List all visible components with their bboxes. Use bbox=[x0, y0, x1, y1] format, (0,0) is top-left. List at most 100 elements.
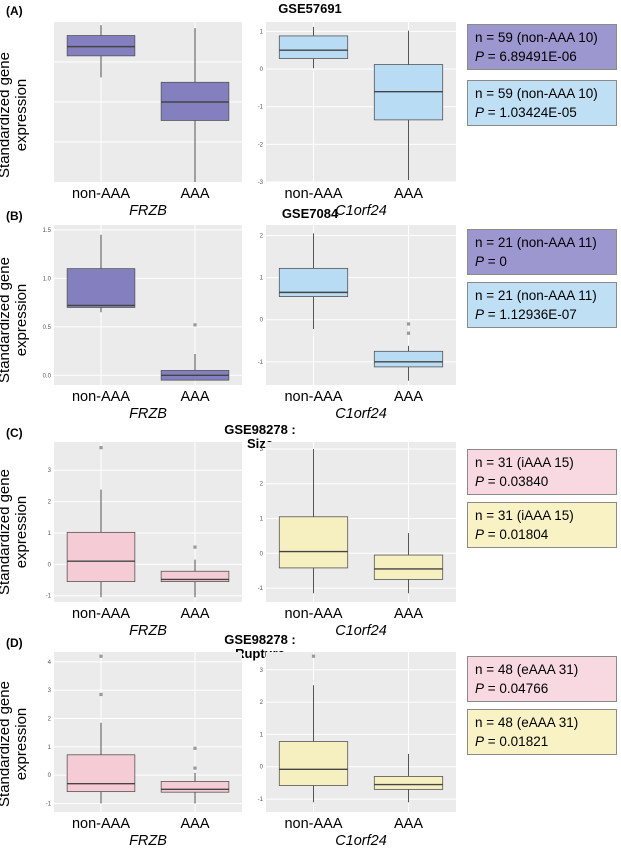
stat-box-c1orf24: n = 31 (iAAA 15) P = 0.01804 bbox=[467, 502, 617, 548]
boxplot-d-c1orf24: 3 2 1 0 -1 non-AAA AAA C1orf24 bbox=[258, 652, 456, 849]
box bbox=[278, 741, 349, 786]
stat-box-c1orf24: n = 59 (non-AAA 10) P = 1.03424E-05 bbox=[467, 80, 617, 126]
panel-title: GSE57691 bbox=[278, 1, 342, 16]
panel-label: (C) bbox=[6, 426, 23, 440]
y-tick-label: 1 bbox=[48, 531, 52, 537]
outlier-point bbox=[406, 331, 411, 335]
y-tick-label: 0 bbox=[48, 562, 52, 568]
boxplot-b-c1orf24: 2 1 0 -1 non-AAA AAA C1orf24 bbox=[258, 225, 456, 422]
y-tick-label: -1 bbox=[46, 594, 52, 600]
y-tick-label: 3 bbox=[48, 688, 52, 694]
outlier-point bbox=[193, 323, 197, 327]
box bbox=[160, 781, 230, 793]
panel-label: (D) bbox=[6, 636, 23, 650]
x-axis-label: C1orf24 bbox=[335, 833, 387, 849]
y-tick-label: 1 bbox=[260, 29, 264, 35]
panel-b: (B) GSE7084 Standardized gene expression … bbox=[0, 205, 621, 422]
y-axis-label: Standardized gene expression bbox=[0, 52, 30, 178]
outlier-point bbox=[99, 692, 103, 697]
x-tick-label: non-AAA bbox=[284, 816, 342, 832]
x-axis-label: C1orf24 bbox=[335, 203, 387, 219]
y-tick-label: 0 bbox=[260, 551, 264, 557]
stat-box-frzb: n = 31 (iAAA 15) P = 0.03840 bbox=[467, 449, 617, 495]
x-axis-label: C1orf24 bbox=[335, 623, 387, 639]
y-tick-label: 0 bbox=[260, 318, 264, 324]
y-tick-label: 0.0 bbox=[43, 373, 52, 379]
box bbox=[373, 350, 444, 368]
y-tick-label: 3 bbox=[48, 468, 52, 474]
box bbox=[373, 776, 444, 790]
boxplot-a-frzb: non-AAA AAA FRZB bbox=[54, 22, 242, 219]
box bbox=[278, 35, 349, 59]
box bbox=[66, 531, 136, 583]
x-tick-label: non-AAA bbox=[72, 816, 130, 832]
x-axis-label: FRZB bbox=[129, 406, 167, 422]
stat-box-c1orf24: n = 48 (eAAA 31) P = 0.01821 bbox=[467, 709, 617, 755]
y-tick-label: 1.0 bbox=[43, 276, 52, 282]
x-axis-label: FRZB bbox=[129, 203, 167, 219]
panel-label: (B) bbox=[6, 209, 23, 223]
outlier-point bbox=[99, 446, 103, 450]
panel-a: (A) GSE57691 Standardized gene expression… bbox=[0, 0, 621, 219]
outlier-point bbox=[311, 654, 316, 658]
stat-box-frzb: n = 59 (non-AAA 10) P = 6.89491E-06 bbox=[467, 24, 617, 70]
panel-d: (D) GSE98278 : Rupture Standardized gene e… bbox=[0, 630, 621, 850]
panel-c: (C) GSE98278 : Size Standardized gene expr… bbox=[0, 420, 621, 639]
y-tick-label: 2 bbox=[260, 234, 264, 240]
y-tick-label: 1 bbox=[260, 276, 264, 282]
y-tick-label: 0.5 bbox=[43, 325, 52, 331]
x-tick-label: AAA bbox=[394, 389, 423, 405]
stat-box-frzb: n = 21 (non-AAA 11) P = 0 bbox=[467, 229, 617, 275]
x-tick-label: non-AAA bbox=[284, 389, 342, 405]
x-tick-label: non-AAA bbox=[72, 186, 130, 202]
y-axis-label: Standardized gene expression bbox=[0, 257, 30, 383]
y-tick-label: 2 bbox=[48, 500, 52, 506]
y-tick-label: 3 bbox=[260, 447, 264, 453]
outlier-point bbox=[406, 322, 411, 326]
x-tick-label: AAA bbox=[394, 606, 423, 622]
box bbox=[278, 516, 349, 569]
stat-box-c1orf24: n = 21 (non-AAA 11) P = 1.12936E-07 bbox=[467, 282, 617, 328]
x-tick-label: AAA bbox=[180, 816, 209, 832]
outlier-point bbox=[99, 654, 103, 658]
box bbox=[66, 754, 136, 793]
y-tick-label: 3 bbox=[260, 668, 264, 674]
x-tick-label: AAA bbox=[180, 186, 209, 202]
y-tick-label: -1 bbox=[258, 797, 264, 803]
x-tick-label: AAA bbox=[180, 606, 209, 622]
outlier-point bbox=[193, 766, 197, 770]
box bbox=[66, 35, 136, 57]
x-tick-label: non-AAA bbox=[72, 389, 130, 405]
stat-box-frzb: n = 48 (eAAA 31) P = 0.04766 bbox=[467, 656, 617, 702]
panel-title: GSE7084 bbox=[281, 206, 339, 221]
x-axis-label: FRZB bbox=[129, 833, 167, 849]
y-tick-label: 0 bbox=[48, 773, 52, 779]
box bbox=[373, 554, 444, 580]
panel-label: (A) bbox=[6, 4, 23, 18]
y-tick-label: 2 bbox=[260, 482, 264, 488]
x-tick-label: AAA bbox=[394, 816, 423, 832]
y-tick-label: -1 bbox=[258, 105, 264, 111]
boxplot-a-c1orf24: 1 0 -1 -2 -3 non-AAA AAA C1orf24 bbox=[258, 22, 456, 219]
boxplot-b-frzb: 1.5 1.0 0.5 0.0 non-AAA AAA FRZB bbox=[43, 225, 242, 422]
boxplot-c-frzb: 3 2 1 0 -1 non-AAA AAA FRZB bbox=[46, 442, 242, 639]
y-tick-label: 2 bbox=[260, 700, 264, 706]
y-tick-label: 0 bbox=[260, 765, 264, 771]
boxplot-c-c1orf24: 3 2 1 0 -1 non-AAA AAA C1orf24 bbox=[258, 442, 456, 639]
y-tick-label: -3 bbox=[258, 180, 264, 186]
x-tick-label: AAA bbox=[180, 389, 209, 405]
x-axis-label: FRZB bbox=[129, 623, 167, 639]
y-tick-label: -1 bbox=[46, 802, 52, 808]
y-tick-label: -1 bbox=[258, 360, 264, 366]
y-tick-label: 2 bbox=[48, 717, 52, 723]
x-axis-label: C1orf24 bbox=[335, 406, 387, 422]
outlier-point bbox=[193, 545, 197, 549]
y-tick-label: -1 bbox=[258, 586, 264, 592]
x-tick-label: non-AAA bbox=[284, 606, 342, 622]
y-tick-label: -2 bbox=[258, 142, 264, 148]
boxplot-d-frzb: 4 3 2 1 0 -1 non-AAA AAA FRZB bbox=[46, 652, 242, 849]
x-tick-label: non-AAA bbox=[72, 606, 130, 622]
y-axis-label: Standardized gene expression bbox=[0, 469, 30, 595]
y-tick-label: 4 bbox=[48, 660, 52, 666]
y-tick-label: 0 bbox=[260, 67, 264, 73]
